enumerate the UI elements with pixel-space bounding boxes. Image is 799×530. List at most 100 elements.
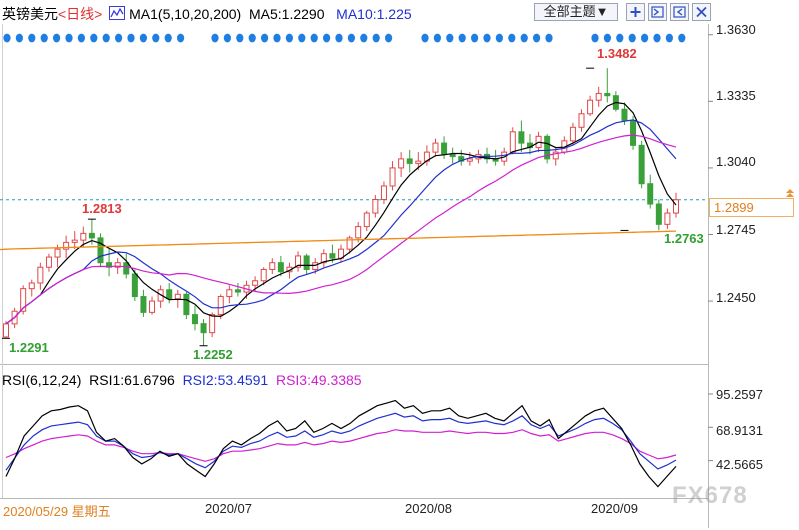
- expand-icon[interactable]: [670, 3, 689, 21]
- candle-body: [209, 314, 216, 334]
- candle-body: [518, 131, 525, 144]
- signal-dot: [261, 33, 269, 43]
- candle-body: [372, 199, 379, 214]
- rsi-tick-label: 42.5665: [716, 457, 763, 472]
- rsi-tick-label: 95.2597: [716, 387, 763, 402]
- chart-menu-icon[interactable]: [109, 6, 126, 20]
- signal-dot: [483, 33, 491, 43]
- candle-body: [37, 266, 44, 284]
- rsi2-value: RSI2:53.4591: [182, 372, 269, 388]
- rsi1-line: [5, 399, 677, 488]
- price-tick-label: 1.3040: [716, 154, 756, 169]
- rsi-lines-group: [5, 399, 677, 488]
- signal-dot: [385, 33, 393, 43]
- candle-body: [269, 262, 276, 270]
- signal-dot: [223, 33, 231, 43]
- candle-body: [63, 241, 70, 250]
- rsi-params: RSI(6,12,24): [2, 372, 82, 388]
- watermark-text: FX678: [672, 482, 748, 509]
- candle-body: [449, 153, 456, 158]
- candle-body: [260, 268, 267, 282]
- rsi3-value: RSI3:49.3385: [275, 372, 362, 388]
- candle-body: [509, 131, 516, 153]
- ma10-value: MA10:1.225: [336, 6, 412, 22]
- signal-dot: [678, 33, 686, 43]
- candle-body: [234, 289, 241, 293]
- cursor-date: 2020/05/29 星期五: [3, 504, 111, 519]
- signal-dot: [164, 33, 172, 43]
- annotation-high-left: 1.2813: [82, 201, 122, 216]
- candle-body: [380, 185, 387, 201]
- chart-header: 英镑美元<日线> MA1(5,10,20,200) MA5:1.2290 MA1…: [2, 4, 412, 24]
- signal-dot: [471, 33, 479, 43]
- signal-dot: [545, 33, 553, 43]
- ma10-line: [5, 119, 677, 325]
- current-price-tag: 1.2899: [709, 198, 794, 217]
- annotation-low-mid: 1.2252: [193, 347, 233, 362]
- signal-dot: [248, 33, 256, 43]
- signal-dot: [53, 33, 61, 43]
- signal-dot: [115, 33, 123, 43]
- rsi1-value: RSI1:61.6796: [89, 372, 175, 388]
- signal-dot: [653, 33, 661, 43]
- candle-body: [346, 237, 353, 250]
- date-label: 2020/07: [205, 501, 252, 516]
- candle-body: [355, 226, 362, 239]
- signal-dot: [40, 33, 48, 43]
- ma-params: MA1(5,10,20,200): [129, 6, 242, 22]
- price-tick-label: 1.3335: [716, 88, 756, 103]
- signal-dot: [533, 33, 541, 43]
- signal-dot: [591, 33, 599, 43]
- candle-body: [97, 237, 104, 264]
- period-selector[interactable]: <日线>: [58, 6, 103, 22]
- signal-dot: [177, 33, 185, 43]
- ma5-line: [5, 101, 677, 325]
- all-themes-button[interactable]: 全部主题▼: [534, 3, 618, 21]
- candle-body: [363, 212, 370, 228]
- price-tick-label: 1.2450: [716, 290, 756, 305]
- signal-dot: [102, 33, 110, 43]
- signal-dot: [15, 33, 23, 43]
- candle-body: [587, 99, 594, 115]
- candle-body: [673, 199, 679, 214]
- candle-body: [630, 120, 637, 146]
- candle-body: [71, 239, 78, 243]
- signal-dot: [446, 33, 454, 43]
- ma5-value: MA5:1.2290: [249, 6, 325, 22]
- current-price-value: 1.2899: [714, 200, 754, 215]
- signal-dot: [65, 33, 73, 43]
- ma20-line: [5, 134, 677, 325]
- candle-body: [578, 113, 585, 128]
- candle-body: [664, 212, 671, 225]
- annotation-low-left: 1.2291: [9, 340, 49, 355]
- signal-dot: [335, 33, 343, 43]
- shrink-icon[interactable]: [648, 3, 667, 21]
- candle-body: [123, 262, 130, 275]
- candle-body: [200, 323, 207, 334]
- cursor-date-label: 2020/05/29 星期五: [3, 501, 111, 520]
- add-icon[interactable]: [626, 3, 645, 21]
- signal-dot: [310, 33, 318, 43]
- signal-dot: [603, 33, 612, 43]
- ma200-line: [0, 230, 677, 251]
- candle-body: [28, 282, 35, 290]
- candle-body: [655, 203, 662, 225]
- candle-body: [415, 160, 422, 164]
- rsi2-line: [5, 412, 677, 471]
- annotation-high: 1.3482: [597, 46, 637, 61]
- annotation-low-right: 1.2763: [664, 231, 704, 246]
- close-icon[interactable]: [692, 3, 711, 21]
- date-label: 2020/09: [591, 501, 638, 516]
- candle-body: [621, 108, 628, 122]
- signal-dot: [127, 33, 135, 43]
- rsi-tick-label: 68.9131: [716, 423, 763, 438]
- signal-dot: [273, 33, 281, 43]
- signal-dot: [665, 33, 674, 43]
- candle-body: [191, 314, 198, 325]
- signal-dot: [152, 33, 160, 43]
- candle-body: [174, 293, 181, 300]
- signal-dot: [3, 33, 11, 43]
- candle-body: [604, 92, 611, 97]
- candle-body: [647, 183, 654, 205]
